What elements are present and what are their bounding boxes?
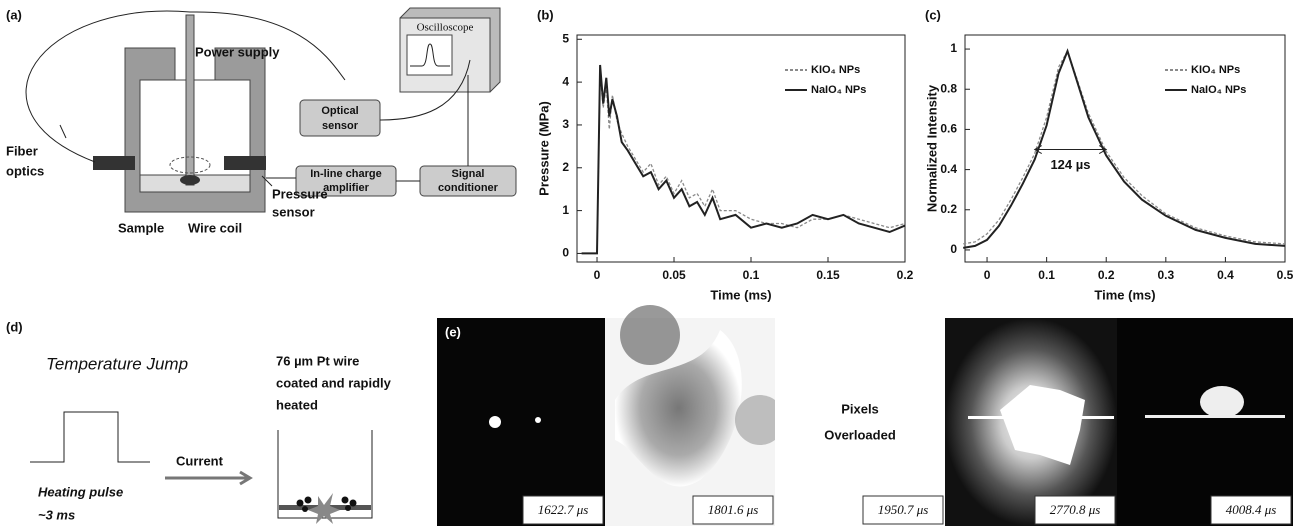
label: Heating pulse (38, 484, 123, 499)
label: conditioner (438, 182, 499, 194)
label: 76 µm Pt wire (276, 353, 359, 368)
arrow (165, 470, 253, 486)
panel-label: (a) (6, 7, 22, 22)
panel-label: (d) (6, 319, 23, 334)
label: Sample (118, 220, 164, 235)
y-tick-label: 0.4 (940, 162, 957, 176)
label: Pixels (841, 401, 879, 416)
x-tick-label: 0.1 (743, 268, 760, 282)
y-axis-title: Normalized Intensity (924, 84, 939, 212)
frame-label-box (1210, 495, 1292, 525)
x-tick-label: 0.15 (816, 268, 840, 282)
label: sensor (322, 120, 359, 132)
y-tick-label: 4 (562, 74, 569, 88)
y-tick-label: 3 (562, 117, 569, 131)
x-tick-label: 0.2 (1098, 268, 1115, 282)
frame-label: 1801.6 μs (708, 502, 759, 517)
label: Current (176, 453, 224, 468)
label: Wire coil (188, 220, 242, 235)
line (581, 64, 906, 255)
panel-label: (b) (537, 7, 554, 22)
x-tick-label: 0.2 (897, 268, 914, 282)
legend-label: NaIO₄ NPs (1191, 84, 1246, 96)
line (963, 49, 1286, 245)
plot-frame (964, 34, 1286, 263)
frame-label-box (522, 495, 604, 525)
frame-label-box (692, 495, 774, 525)
x-tick-label: 0.05 (662, 268, 686, 282)
beaker (277, 430, 373, 519)
x-tick-label: 0.3 (1157, 268, 1174, 282)
frame-label: 1622.7 μs (538, 502, 589, 517)
y-tick-label: 2 (562, 160, 569, 174)
pulse (30, 411, 150, 463)
label: sensor (272, 204, 315, 219)
y-tick-label: 0 (562, 246, 569, 260)
y-tick-label: 1 (562, 203, 569, 217)
line (963, 48, 1286, 249)
frame-label: 2770.8 μs (1050, 502, 1101, 517)
y-tick-label: 5 (562, 31, 569, 45)
panel-label: (c) (925, 7, 941, 22)
line (581, 73, 906, 255)
label: In-line charge (310, 168, 382, 180)
frame-label: 1950.7 μs (878, 502, 929, 517)
label: Fiber (6, 143, 38, 158)
y-tick-label: 0.2 (940, 202, 957, 216)
label: amplifier (323, 182, 370, 194)
annotation-arrow (1033, 145, 1108, 154)
x-tick-label: 0.1 (1038, 268, 1055, 282)
frames (437, 305, 1293, 526)
plot-frame (576, 34, 906, 263)
x-tick-label: 0.5 (1277, 268, 1293, 282)
annotation: 124 µs (1050, 157, 1090, 172)
legend-label: KIO₄ NPs (811, 64, 860, 76)
y-axis-title: Pressure (MPa) (536, 101, 551, 196)
x-axis-title: Time (ms) (1094, 287, 1155, 302)
apparatus (25, 7, 517, 213)
x-tick-label: 0 (984, 268, 991, 282)
y-tick-label: 0.6 (940, 122, 957, 136)
frame-label: 4008.4 μs (1226, 502, 1277, 517)
label: ~3 ms (38, 507, 75, 522)
label: Optical (321, 105, 358, 117)
label: Power supply (195, 44, 280, 59)
label: Oscilloscope (417, 22, 474, 34)
frame-label-box (1034, 495, 1116, 525)
label: Pressure (272, 186, 328, 201)
y-tick-label: 0 (950, 242, 957, 256)
label: Signal (451, 168, 484, 180)
label: Overloaded (824, 427, 896, 442)
x-tick-label: 0 (594, 268, 601, 282)
label: coated and rapidly (276, 375, 392, 390)
label: heated (276, 397, 318, 412)
panel-label: (e) (445, 324, 461, 339)
x-axis-title: Time (ms) (710, 287, 771, 302)
legend-label: NaIO₄ NPs (811, 84, 866, 96)
label: Temperature Jump (46, 354, 188, 373)
y-tick-label: 0.8 (940, 81, 957, 95)
label: optics (6, 163, 44, 178)
x-tick-label: 0.4 (1217, 268, 1234, 282)
frame-label-box (862, 495, 944, 525)
legend-label: KIO₄ NPs (1191, 64, 1240, 76)
y-tick-label: 1 (950, 41, 957, 55)
